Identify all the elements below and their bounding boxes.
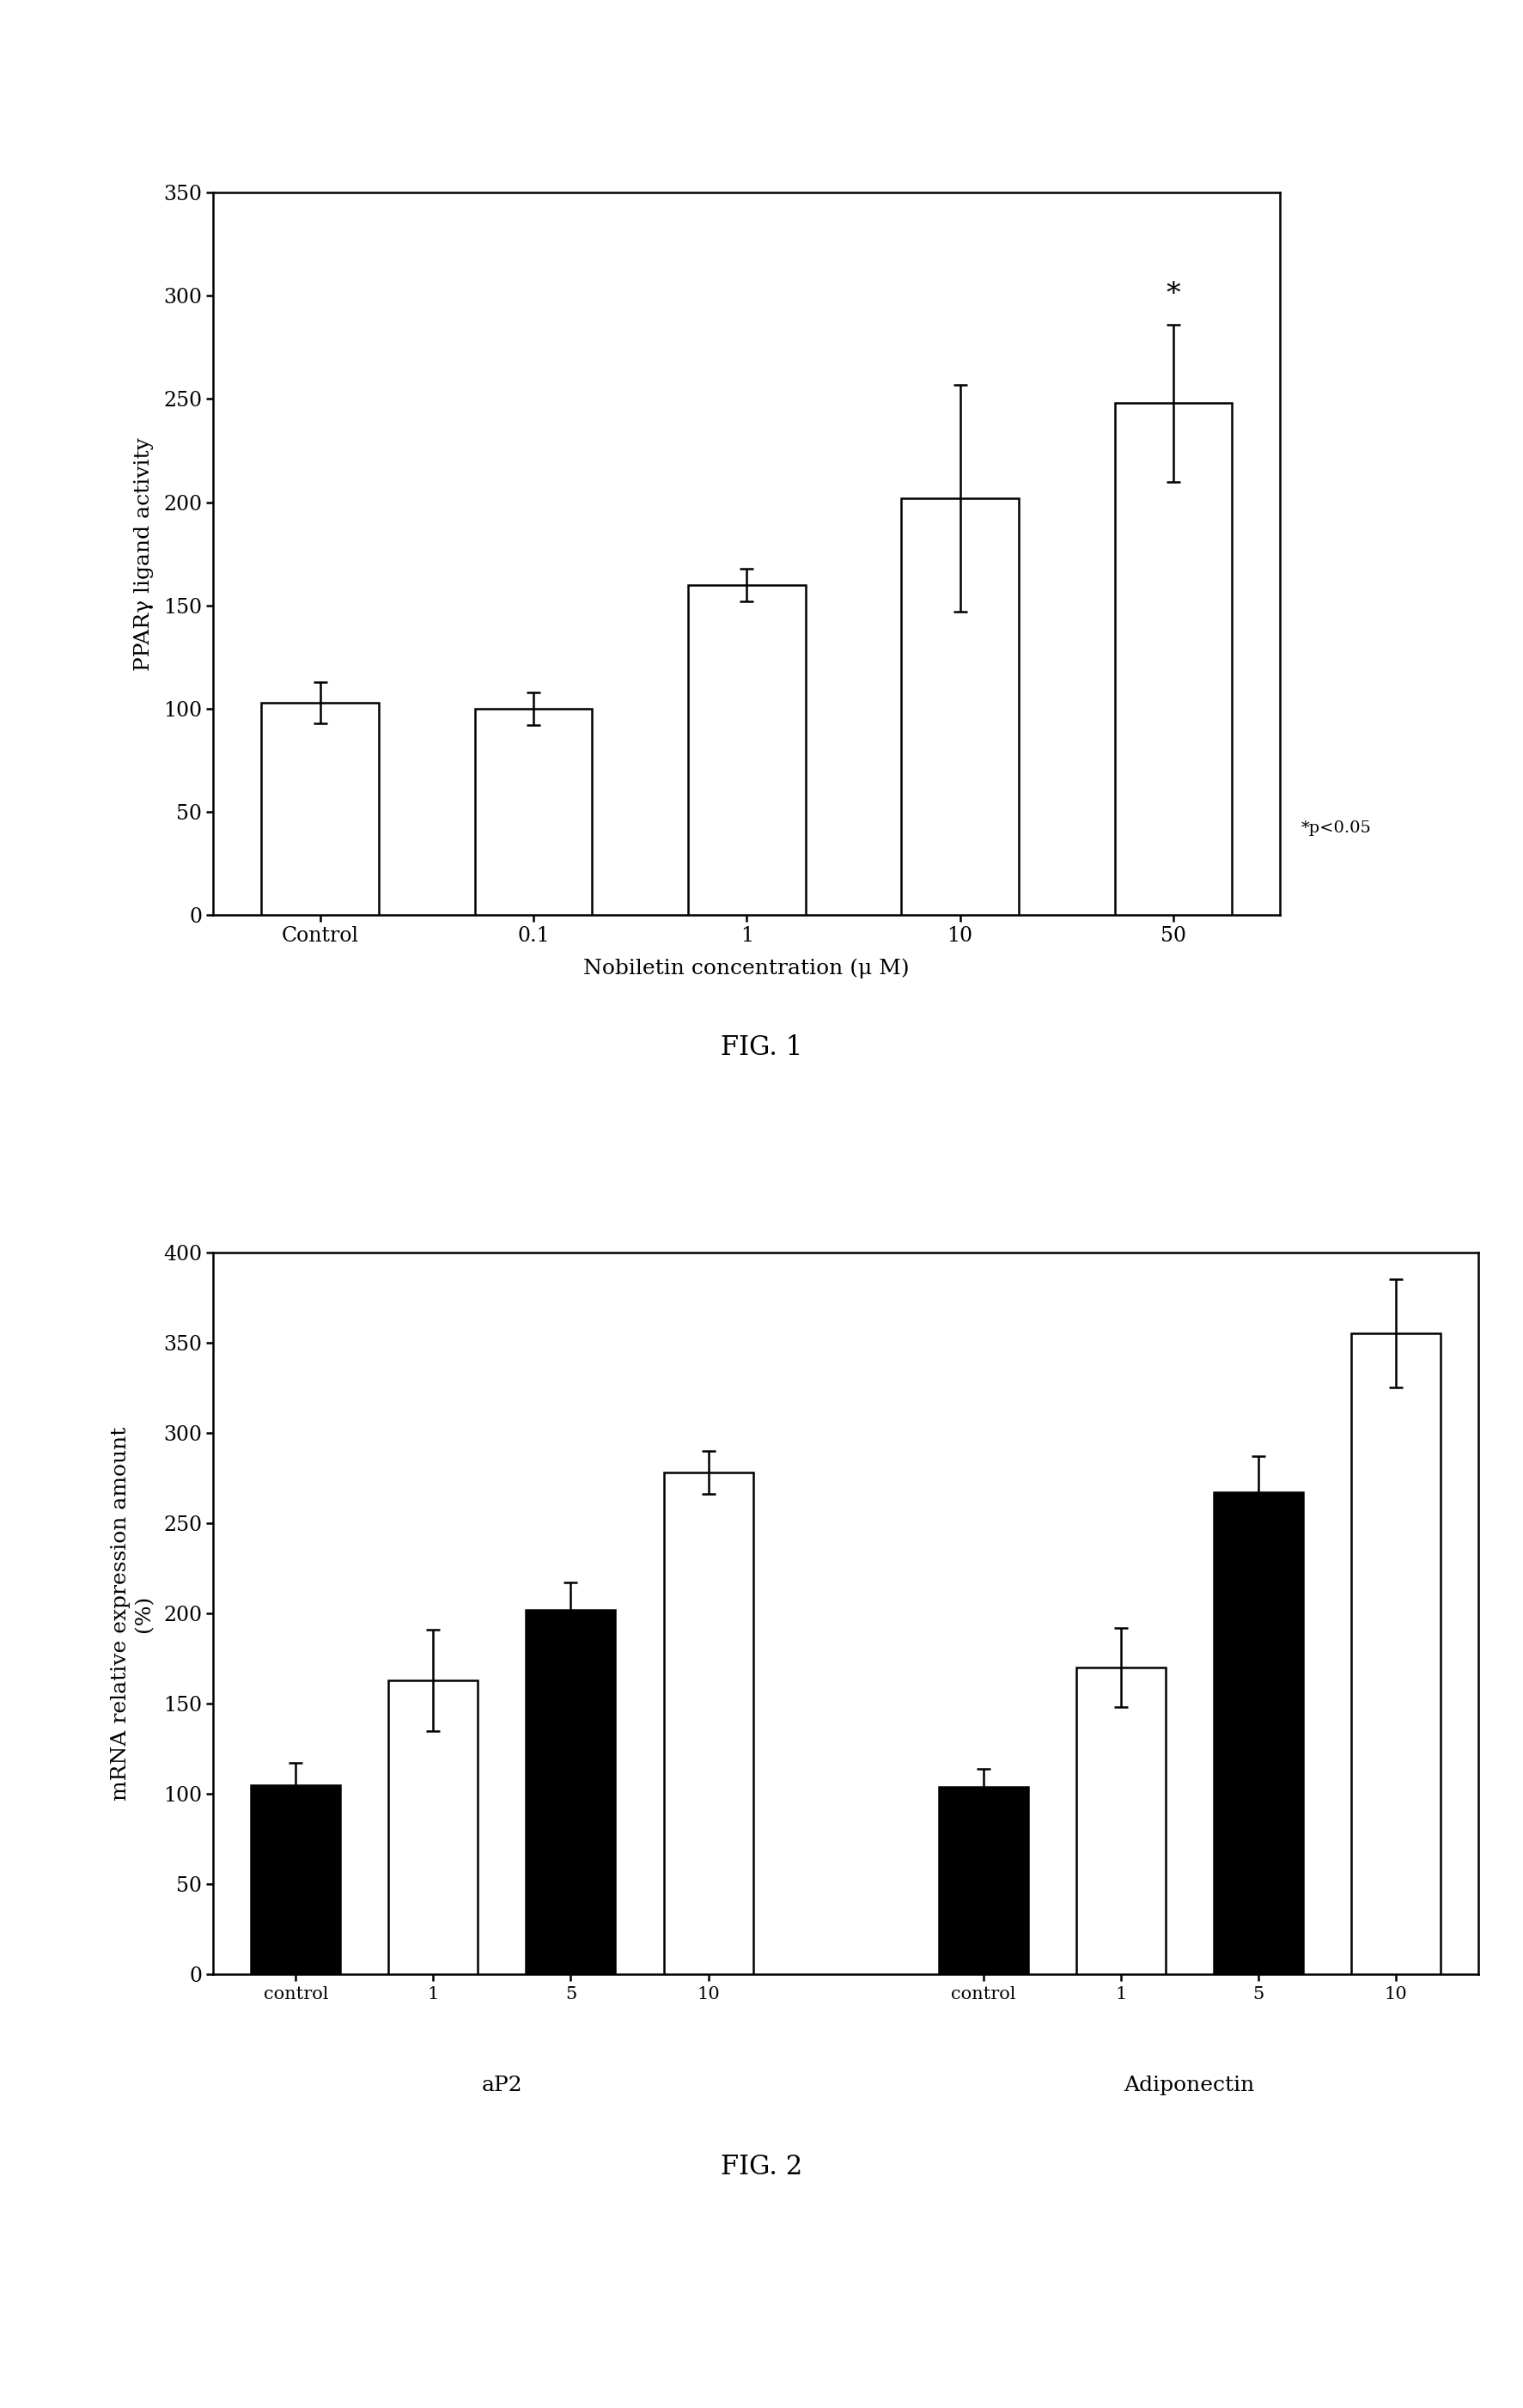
Text: Adiponectin: Adiponectin bbox=[1124, 2076, 1253, 2095]
Text: *p<0.05: *p<0.05 bbox=[1301, 821, 1371, 836]
Text: *: * bbox=[1165, 282, 1180, 308]
X-axis label: Nobiletin concentration (μ M): Nobiletin concentration (μ M) bbox=[583, 958, 909, 978]
Bar bbox=[1351, 1334, 1439, 1975]
Bar bbox=[251, 1784, 340, 1975]
Text: FIG. 2: FIG. 2 bbox=[720, 2153, 803, 2182]
Bar bbox=[663, 1471, 752, 1975]
Bar bbox=[1115, 402, 1232, 915]
Y-axis label: mRNA relative expression amount
(%): mRNA relative expression amount (%) bbox=[111, 1426, 154, 1801]
Bar bbox=[262, 703, 379, 915]
Bar bbox=[475, 708, 591, 915]
Bar bbox=[388, 1681, 478, 1975]
Bar bbox=[938, 1787, 1028, 1975]
Bar bbox=[1075, 1666, 1165, 1975]
Y-axis label: PPARγ ligand activity: PPARγ ligand activity bbox=[134, 438, 154, 669]
Bar bbox=[1212, 1493, 1302, 1975]
Bar bbox=[902, 498, 1017, 915]
Bar bbox=[525, 1609, 615, 1975]
Text: aP2: aP2 bbox=[481, 2076, 522, 2095]
Bar bbox=[688, 585, 806, 915]
Text: FIG. 1: FIG. 1 bbox=[720, 1033, 803, 1062]
